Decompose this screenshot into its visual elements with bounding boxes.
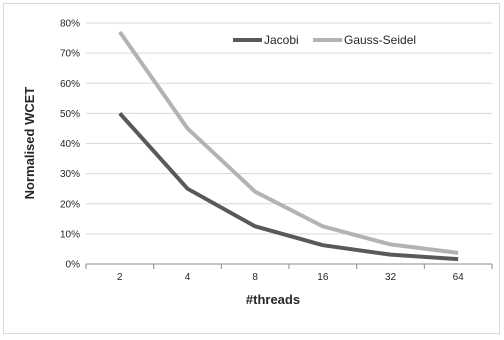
x-tick-label: 2 bbox=[117, 272, 123, 283]
chart-frame bbox=[3, 3, 500, 334]
y-tick-label: 30% bbox=[60, 169, 80, 180]
y-tick-labels: 0% 10% 20% 30% 40% 50% 60% 70% 80% bbox=[60, 19, 80, 271]
y-tick-label: 40% bbox=[60, 139, 80, 150]
legend-label-jacobi: Jacobi bbox=[264, 33, 299, 47]
x-tick-label: 4 bbox=[185, 272, 191, 283]
y-tick-label: 20% bbox=[60, 199, 80, 210]
y-tick-label: 60% bbox=[60, 79, 80, 90]
series-line-jacobi bbox=[118, 112, 459, 262]
y-tick-label: 70% bbox=[60, 49, 80, 60]
x-tick-label: 16 bbox=[317, 272, 329, 283]
x-tick-label: 64 bbox=[453, 272, 465, 283]
x-tick-label: 8 bbox=[252, 272, 258, 283]
x-tick-labels: 2 4 8 16 32 64 bbox=[85, 264, 493, 283]
legend: Jacobi Gauss-Seidel bbox=[233, 33, 416, 47]
x-axis-title: #threads bbox=[246, 292, 300, 307]
x-tick-label: 32 bbox=[385, 272, 397, 283]
series-lines bbox=[118, 30, 459, 262]
y-tick-label: 10% bbox=[60, 229, 80, 240]
y-tick-label: 80% bbox=[60, 19, 80, 30]
y-tick-label: 50% bbox=[60, 109, 80, 120]
y-tick-label: 0% bbox=[66, 260, 81, 271]
y-axis-title: Normalised WCET bbox=[22, 87, 37, 200]
legend-label-gauss-seidel: Gauss-Seidel bbox=[344, 33, 416, 47]
series-line-gauss-seidel bbox=[118, 30, 459, 255]
